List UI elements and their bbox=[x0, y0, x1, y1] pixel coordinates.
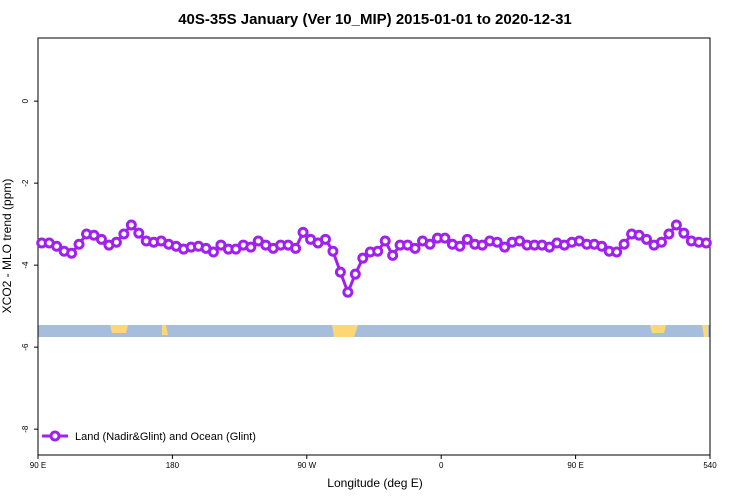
y-tick-label: -4 bbox=[21, 261, 30, 269]
data-point bbox=[596, 240, 608, 252]
data-point bbox=[207, 246, 219, 258]
data-point bbox=[663, 228, 675, 240]
data-point bbox=[319, 233, 331, 245]
data-point bbox=[245, 241, 257, 253]
data-point bbox=[409, 242, 421, 254]
data-point bbox=[618, 238, 630, 250]
data-point bbox=[66, 247, 78, 259]
data-point bbox=[73, 238, 85, 250]
data-point bbox=[334, 266, 346, 278]
data-point bbox=[387, 249, 399, 261]
data-point bbox=[611, 246, 623, 258]
data-point bbox=[125, 219, 137, 231]
land-ocean-strip bbox=[38, 325, 710, 337]
legend: Land (Nadir&Glint) and Ocean (Glint) bbox=[42, 430, 256, 443]
data-point bbox=[491, 236, 503, 248]
y-tick-label: -2 bbox=[21, 179, 30, 187]
data-point bbox=[379, 235, 391, 247]
chart-title: 40S-35S January (Ver 10_MIP) 2015-01-01 … bbox=[178, 11, 572, 28]
data-point bbox=[349, 268, 361, 280]
y-tick-label: 0 bbox=[21, 98, 30, 103]
data-point bbox=[499, 241, 511, 253]
data-point bbox=[641, 233, 653, 245]
data-point bbox=[454, 240, 466, 252]
data-point bbox=[290, 242, 302, 254]
y-tick-label: -6 bbox=[21, 343, 30, 351]
data-point bbox=[700, 237, 712, 249]
data-point bbox=[655, 236, 667, 248]
data-point bbox=[678, 227, 690, 239]
data-point bbox=[327, 245, 339, 257]
data-point bbox=[357, 252, 369, 264]
legend-marker bbox=[49, 430, 61, 442]
x-tick-label: 90 E bbox=[30, 461, 46, 470]
data-point bbox=[461, 233, 473, 245]
data-point bbox=[133, 227, 145, 239]
data-point bbox=[372, 245, 384, 257]
y-axis-title: XCO2 - MLO trend (ppm) bbox=[0, 179, 14, 314]
x-tick-label: 90 W bbox=[297, 461, 316, 470]
data-point bbox=[297, 226, 309, 238]
data-point bbox=[118, 228, 130, 240]
legend-label: Land (Nadir&Glint) and Ocean (Glint) bbox=[75, 431, 256, 443]
x-tick-label: 90 E bbox=[567, 461, 583, 470]
x-axis-title: Longitude (deg E) bbox=[327, 476, 422, 490]
data-point bbox=[110, 236, 122, 248]
data-point bbox=[670, 219, 682, 231]
x-tick-label: 0 bbox=[439, 461, 444, 470]
data-point bbox=[51, 240, 63, 252]
data-point bbox=[95, 233, 107, 245]
y-tick-label: -8 bbox=[21, 425, 30, 433]
data-point bbox=[342, 286, 354, 298]
data-point bbox=[439, 232, 451, 244]
x-tick-label: 540 bbox=[703, 461, 717, 470]
x-tick-label: 180 bbox=[166, 461, 180, 470]
data-point bbox=[424, 238, 436, 250]
